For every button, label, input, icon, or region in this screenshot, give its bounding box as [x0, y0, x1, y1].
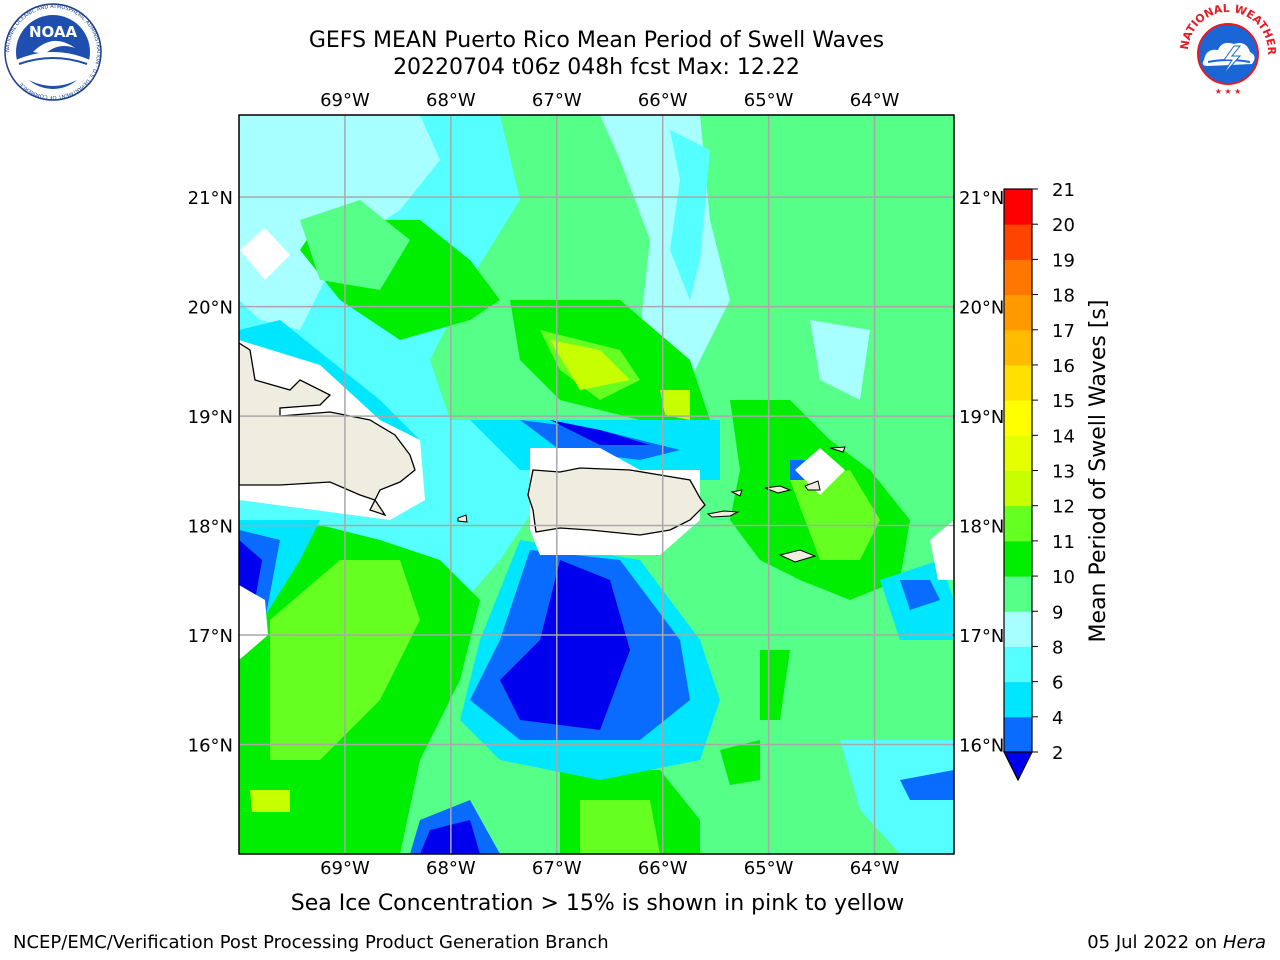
lon-label-top: 64°W — [850, 90, 900, 111]
map-subtitle: 20220704 t06z 048h fcst Max: 12.22 — [393, 55, 800, 80]
colorbar-swatch — [1004, 470, 1032, 507]
colorbar-swatch — [1004, 364, 1032, 401]
colorbar-tick: 21 — [1052, 180, 1075, 201]
lon-label-bottom: 66°W — [638, 858, 688, 879]
lat-label-right: 16°N — [959, 736, 1004, 757]
lat-lon-gridlines — [239, 115, 954, 854]
colorbar-swatch — [1004, 189, 1032, 225]
colorbar-tick: 6 — [1052, 673, 1063, 694]
colorbar-swatch — [1004, 576, 1032, 612]
lat-label-left: 19°N — [188, 407, 233, 428]
lon-label-bottom: 67°W — [532, 858, 582, 879]
colorbar-tick: 12 — [1052, 497, 1075, 518]
colorbar-tick: 20 — [1052, 215, 1075, 236]
lat-label-right: 18°N — [959, 517, 1004, 538]
svg-text:★ ★ ★: ★ ★ ★ — [1215, 87, 1242, 96]
footer-date: 05 Jul 2022 on Hera — [1087, 932, 1266, 953]
colorbar-swatch — [1004, 329, 1032, 366]
lon-label-top: 68°W — [426, 90, 476, 111]
lon-label-top: 65°W — [744, 90, 794, 111]
lat-label-right: 19°N — [959, 407, 1004, 428]
axis-tick-labels: 69°W 69°W 68°W 68°W 67°W 67°W 66°W 66°W 65°W 65°W… — [188, 90, 1005, 879]
colorbar-swatch — [1004, 224, 1032, 260]
footer-host: Hera — [1222, 932, 1266, 953]
colorbar-swatch — [1004, 435, 1032, 471]
noaa-logo-text: NOAA — [29, 23, 78, 41]
colorbar-under-arrow — [1003, 751, 1033, 782]
colorbar-swatch — [1004, 505, 1032, 542]
lat-label-right: 21°N — [959, 188, 1004, 209]
colorbar-tick: 14 — [1052, 426, 1075, 447]
lon-label-top: 66°W — [638, 90, 688, 111]
lon-label-bottom: 64°W — [850, 858, 900, 879]
colorbar-swatch — [1004, 400, 1032, 436]
lat-label-left: 17°N — [188, 626, 233, 647]
colorbar-tick: 17 — [1052, 321, 1075, 342]
lat-label-right: 17°N — [959, 626, 1004, 647]
colorbar-tick: 11 — [1052, 532, 1075, 553]
colorbar-tick: 4 — [1052, 708, 1063, 729]
footer-branch: NCEP/EMC/Verification Post Processing Pr… — [13, 932, 609, 953]
lat-label-left: 18°N — [188, 517, 233, 538]
colorbar-swatch — [1004, 259, 1032, 296]
colorbar-swatch — [1004, 294, 1032, 331]
lon-label-bottom: 68°W — [426, 858, 476, 879]
colorbar-swatches — [1003, 188, 1033, 782]
colorbar-swatch — [1004, 611, 1032, 647]
lat-label-left: 21°N — [188, 188, 233, 209]
lat-label-left: 20°N — [188, 298, 233, 319]
colorbar-swatch — [1004, 646, 1032, 683]
sea-ice-note: Sea Ice Concentration > 15% is shown in … — [290, 891, 905, 916]
lon-label-top: 69°W — [320, 90, 370, 111]
colorbar-tick-labels: 2 4 6 8 9 10 11 12 13 14 15 16 17 18 19 20 21 — [1032, 180, 1075, 764]
nws-logo: NATIONAL WEATHER SERVICE ★ ★ ★ — [1178, 2, 1278, 99]
colorbar-tick: 2 — [1052, 743, 1063, 764]
colorbar-tick: 16 — [1052, 356, 1075, 377]
colorbar-tick: 15 — [1052, 391, 1075, 412]
lat-label-right: 20°N — [959, 298, 1004, 319]
footer-date-text: 05 Jul 2022 on — [1087, 932, 1223, 953]
colorbar-tick: 9 — [1052, 602, 1063, 623]
colorbar-tick: 10 — [1052, 567, 1075, 588]
colorbar-swatch — [1004, 716, 1032, 753]
colorbar-tick: 18 — [1052, 286, 1075, 307]
lon-label-bottom: 69°W — [320, 858, 370, 879]
map-frame — [238, 114, 955, 855]
land-masses — [239, 228, 954, 660]
colorbar-tick: 8 — [1052, 637, 1063, 658]
map-title: GEFS MEAN Puerto Rico Mean Period of Swe… — [308, 28, 885, 53]
lat-label-left: 16°N — [188, 736, 233, 757]
colorbar-tick: 13 — [1052, 462, 1075, 483]
colorbar-label: Mean Period of Swell Waves [s] — [1086, 300, 1111, 643]
lon-label-top: 67°W — [532, 90, 582, 111]
lon-label-bottom: 65°W — [744, 858, 794, 879]
colorbar-swatch — [1004, 681, 1032, 718]
colorbar-swatch — [1004, 540, 1032, 577]
colorbar-tick: 19 — [1052, 250, 1075, 271]
noaa-logo: NATIONAL OCEANIC AND ATMOSPHERIC ADMINIS… — [4, 3, 102, 101]
